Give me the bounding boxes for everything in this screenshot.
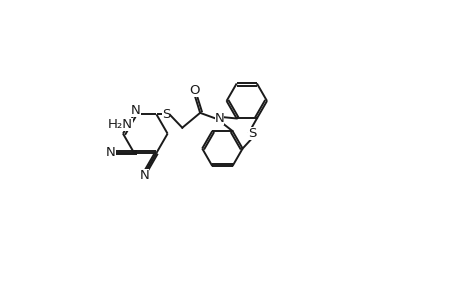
Text: N: N <box>106 146 115 160</box>
Text: O: O <box>189 84 199 98</box>
Text: N: N <box>140 169 149 182</box>
Text: N: N <box>130 104 140 117</box>
Text: N: N <box>214 112 224 125</box>
Text: S: S <box>247 127 256 140</box>
Text: S: S <box>162 108 170 121</box>
Text: H₂N: H₂N <box>108 118 133 131</box>
